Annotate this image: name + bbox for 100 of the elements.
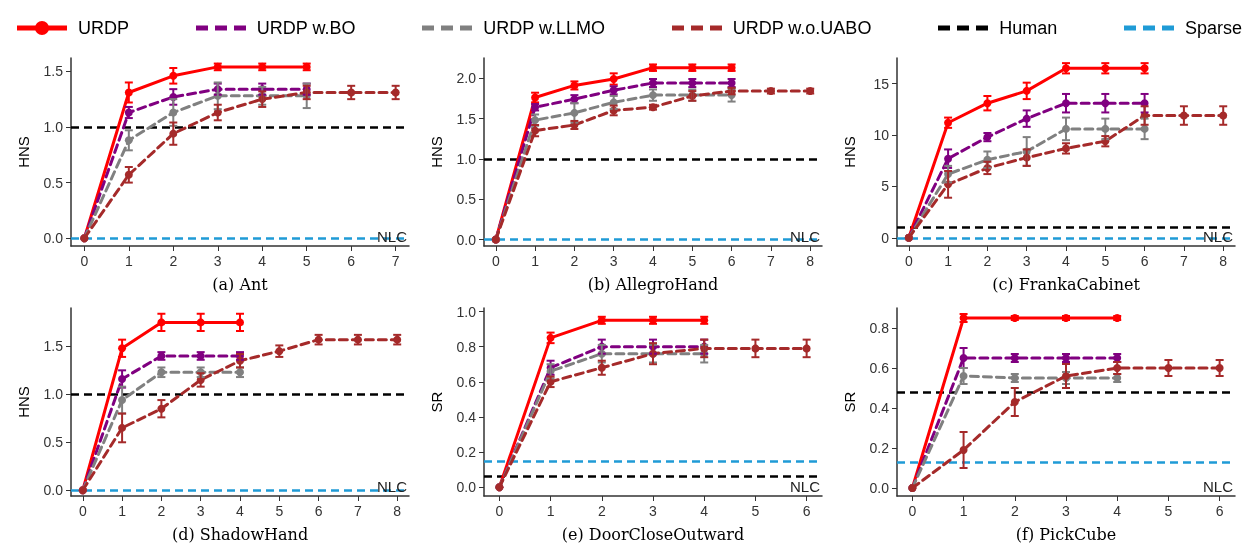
y-tick-label: 0.2 xyxy=(869,440,890,456)
x-tick-label: 0 xyxy=(908,503,917,519)
x-tick-label: 8 xyxy=(806,253,815,269)
y-tick-label: 1.0 xyxy=(456,150,477,167)
x-tick-label: 8 xyxy=(1219,253,1228,269)
x-tick-label: 1 xyxy=(124,253,133,269)
y-tick-label: 0.0 xyxy=(456,231,477,248)
x-tick-label: 3 xyxy=(609,253,618,269)
x-tick-label: 1 xyxy=(944,253,953,269)
y-tick-label: 5 xyxy=(881,178,890,195)
legend-label: URDP w.o.UABO xyxy=(732,17,872,39)
x-tick-label: 0 xyxy=(78,503,87,519)
y-tick-label: 0.0 xyxy=(43,482,64,499)
y-axis-title: HNS xyxy=(15,136,32,168)
annotation: NLC xyxy=(1202,478,1234,495)
x-tick-label: 0 xyxy=(904,253,913,269)
y-tick-label: 0.5 xyxy=(43,174,64,191)
x-axis-title: (f) PickCube xyxy=(1015,524,1117,544)
y-tick-label: 0.4 xyxy=(456,408,477,425)
y-tick-label: 2.0 xyxy=(456,70,477,87)
x-tick-label: 0 xyxy=(495,503,504,519)
y-tick-label: 0.0 xyxy=(43,230,64,247)
y-axis-title: HNS xyxy=(428,136,445,168)
x-tick-label: 0 xyxy=(80,253,89,269)
y-tick-label: 0.0 xyxy=(456,479,477,496)
y-tick-label: 1.0 xyxy=(43,118,64,135)
x-tick-label: 6 xyxy=(727,253,736,269)
x-tick-label: 3 xyxy=(196,503,205,519)
x-tick-label: 4 xyxy=(1062,253,1071,269)
x-tick-label: 6 xyxy=(1215,503,1224,519)
x-tick-label: 2 xyxy=(983,253,992,269)
y-tick-label: 0.8 xyxy=(869,320,890,336)
legend-label: URDP w.LLMO xyxy=(483,17,605,39)
x-tick-label: 5 xyxy=(275,503,284,519)
legend-label: Sparse xyxy=(1184,17,1242,39)
x-axis-title: (d) ShadowHand xyxy=(171,524,309,544)
x-tick-label: 0 xyxy=(491,253,500,269)
x-tick-label: 6 xyxy=(347,253,356,269)
y-tick-label: 0.2 xyxy=(456,444,477,461)
x-tick-label: 8 xyxy=(393,503,402,519)
y-tick-label: 0.5 xyxy=(456,191,477,208)
y-tick-label: 1.0 xyxy=(43,386,64,403)
y-tick-label: 1.5 xyxy=(43,338,64,355)
x-tick-label: 4 xyxy=(236,503,245,519)
x-tick-label: 2 xyxy=(157,503,166,519)
y-tick-label: 0 xyxy=(881,229,890,246)
x-tick-label: 1 xyxy=(531,253,540,269)
x-tick-label: 6 xyxy=(1140,253,1149,269)
legend-label: Human xyxy=(999,17,1058,39)
y-tick-label: 1.5 xyxy=(456,110,477,127)
x-tick-label: 4 xyxy=(1113,503,1122,519)
y-axis-title: HNS xyxy=(841,136,858,168)
x-tick-label: 5 xyxy=(1101,253,1110,269)
annotation: NLC xyxy=(376,478,408,495)
x-tick-label: 3 xyxy=(649,503,658,519)
x-tick-label: 3 xyxy=(213,253,222,269)
x-tick-label: 2 xyxy=(570,253,579,269)
x-tick-label: 4 xyxy=(649,253,658,269)
x-axis-title: (b) AllegroHand xyxy=(587,274,719,294)
y-tick-label: 0.4 xyxy=(869,400,890,416)
annotation: NLC xyxy=(789,478,821,495)
x-tick-label: 7 xyxy=(391,253,400,269)
x-axis-title: (a) Ant xyxy=(212,274,269,294)
x-tick-label: 3 xyxy=(1022,253,1031,269)
x-tick-label: 1 xyxy=(546,503,555,519)
x-tick-label: 5 xyxy=(751,503,760,519)
y-axis-title: SR xyxy=(841,391,858,413)
legend-label: URDP w.BO xyxy=(256,17,356,39)
y-tick-label: 0.8 xyxy=(456,338,477,355)
y-tick-label: 15 xyxy=(873,75,890,92)
x-tick-label: 6 xyxy=(802,503,811,519)
x-tick-label: 7 xyxy=(767,253,776,269)
annotation: NLC xyxy=(376,228,408,245)
x-axis-title: (e) DoorCloseOutward xyxy=(561,524,745,544)
x-tick-label: 7 xyxy=(1180,253,1189,269)
y-tick-label: 0.0 xyxy=(869,480,890,496)
y-tick-label: 0.6 xyxy=(869,360,890,376)
x-tick-label: 5 xyxy=(688,253,697,269)
x-tick-label: 4 xyxy=(700,503,709,519)
annotation: NLC xyxy=(1202,228,1234,245)
x-tick-label: 5 xyxy=(1164,503,1173,519)
x-tick-label: 5 xyxy=(302,253,311,269)
y-tick-label: 1.5 xyxy=(43,63,64,80)
x-tick-label: 3 xyxy=(1062,503,1071,519)
x-tick-label: 2 xyxy=(1010,503,1019,519)
x-tick-label: 6 xyxy=(314,503,323,519)
annotation: NLC xyxy=(789,228,821,245)
x-tick-label: 2 xyxy=(597,503,606,519)
y-axis-title: SR xyxy=(428,391,445,413)
y-tick-label: 0.5 xyxy=(43,434,64,451)
x-tick-label: 1 xyxy=(959,503,968,519)
x-tick-label: 2 xyxy=(169,253,178,269)
legend-label: URDP xyxy=(78,17,130,39)
y-tick-label: 1.0 xyxy=(456,303,477,320)
x-axis-title: (c) FrankaCabinet xyxy=(992,274,1141,294)
x-tick-label: 7 xyxy=(354,503,363,519)
x-tick-label: 4 xyxy=(258,253,267,269)
y-tick-label: 10 xyxy=(873,127,890,144)
x-tick-label: 1 xyxy=(118,503,127,519)
y-tick-label: 0.6 xyxy=(456,373,477,390)
